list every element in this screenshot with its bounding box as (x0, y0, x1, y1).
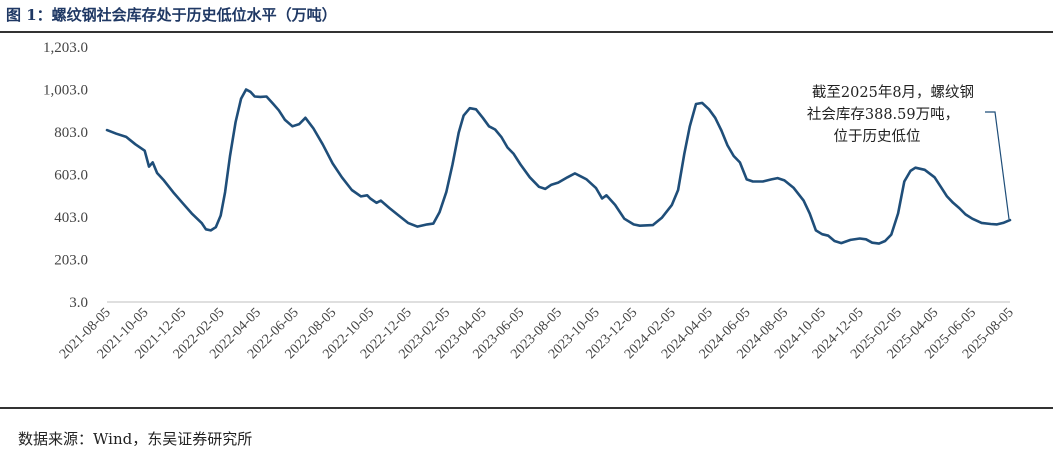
y-tick-label: 1,203.0 (43, 40, 88, 56)
y-tick-label: 203.0 (54, 253, 88, 269)
y-axis: 1,203.0 1,003.0 803.0 603.0 403.0 203.0 3.0 (43, 40, 88, 311)
plot-area (105, 88, 1012, 245)
y-tick-label: 1,003.0 (43, 83, 88, 99)
y-tick-label: 3.0 (69, 295, 88, 311)
annotation: 截至2025年8月，螺纹钢 社会库存388.59万吨， 位于历史低位 (807, 84, 1010, 220)
y-tick-label: 803.0 (54, 125, 88, 141)
figure-title: 图 1：螺纹钢社会库存处于历史低位水平（万吨） (6, 6, 337, 24)
annotation-line-2: 社会库存388.59万吨， (807, 106, 959, 123)
annotation-line-1: 截至2025年8月，螺纹钢 (812, 84, 974, 101)
top-rule (0, 31, 1053, 33)
y-tick-label: 403.0 (54, 210, 88, 226)
x-axis: 2021-08-052021-10-052021-12-052022-02-05… (57, 301, 1017, 362)
series-line (105, 88, 1012, 245)
annotation-pointer (985, 111, 1010, 220)
bottom-rule (0, 407, 1053, 409)
annotation-line-3: 位于历史低位 (834, 128, 921, 145)
y-tick-label: 603.0 (54, 168, 88, 184)
source-note: 数据来源：Wind，东吴证券研究所 (18, 430, 253, 448)
